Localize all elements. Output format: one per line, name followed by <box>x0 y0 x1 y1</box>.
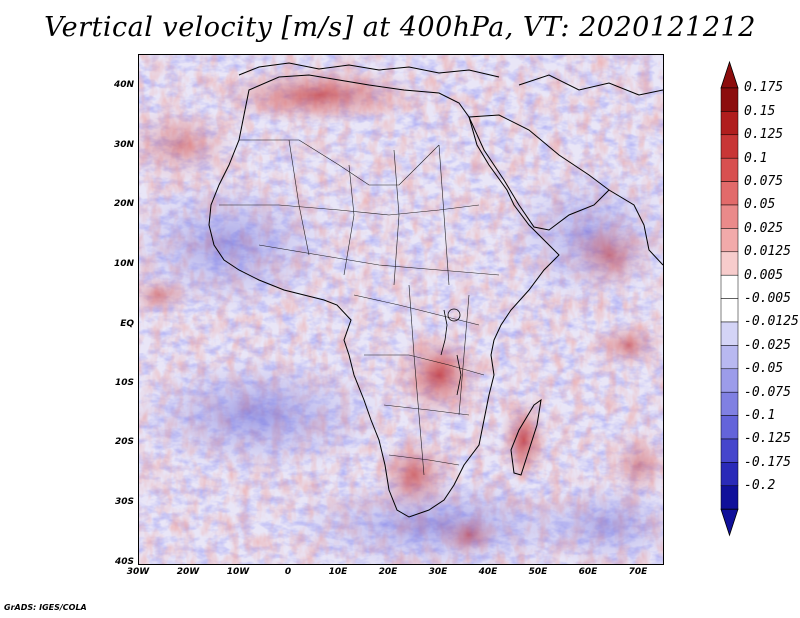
colorbar-tick-label: -0.05 <box>744 361 784 377</box>
velocity-field <box>139 55 663 564</box>
colorbar-tick-label: -0.025 <box>744 337 791 353</box>
colorbar-tick-label: 0.05 <box>744 197 776 213</box>
colorbar <box>720 60 739 537</box>
colorbar-swatch <box>720 204 739 229</box>
lat-label: EQ <box>120 319 134 329</box>
colorbar-swatch <box>720 485 739 510</box>
colorbar-swatch <box>720 157 739 182</box>
colorbar-swatch <box>720 391 739 416</box>
colorbar-tick-label: -0.175 <box>744 454 791 470</box>
colorbar-swatch <box>720 321 739 346</box>
lon-label: 30E <box>428 567 448 577</box>
colorbar-swatch <box>720 438 739 463</box>
lon-label: 0 <box>284 567 292 577</box>
colorbar-arrow-top <box>720 60 739 89</box>
lat-label: 10N <box>113 259 134 269</box>
colorbar-tick-label: 0.075 <box>744 174 784 189</box>
colorbar-swatch <box>720 345 739 370</box>
lat-label: 30N <box>113 140 134 150</box>
lon-label: 40E <box>478 567 498 577</box>
lon-label: 20W <box>176 567 200 577</box>
colorbar-swatch <box>720 251 739 276</box>
colorbar-swatch <box>720 462 739 487</box>
lon-label: 10E <box>328 567 348 577</box>
lat-label: 40N <box>113 80 134 90</box>
colorbar-tick-label: 0.0125 <box>744 244 791 260</box>
country-borders <box>219 139 500 476</box>
lon-label: 50E <box>528 567 548 577</box>
colorbar-swatch <box>720 228 739 253</box>
colorbar-swatch <box>720 298 739 323</box>
colorbar-tick-label: 0.1 <box>744 150 768 166</box>
colorbar-swatch <box>720 274 739 299</box>
colorbar-tick-label: 0.025 <box>744 220 784 236</box>
lat-label: 10S <box>114 378 134 388</box>
lon-label: 30W <box>126 567 150 577</box>
colorbar-tick-label: -0.125 <box>744 431 791 447</box>
lat-label: 20N <box>113 199 134 209</box>
colorbar-tick-label: 0.175 <box>744 80 784 96</box>
colorbar-tick-label: -0.2 <box>744 478 776 494</box>
colorbar-tick-label: -0.1 <box>744 408 776 423</box>
colorbar-swatch <box>720 368 739 393</box>
lon-label: 10W <box>226 567 250 577</box>
colorbar-tick-label: -0.075 <box>744 384 791 400</box>
colorbar-swatch <box>720 134 739 159</box>
colorbar-swatch <box>720 87 739 112</box>
lon-label: 20E <box>378 567 398 577</box>
colorbar-tick-label: -0.005 <box>744 291 791 306</box>
colorbar-tick-label: 0.005 <box>744 267 784 283</box>
lat-label: 30S <box>114 497 134 507</box>
lat-label: 40S <box>114 557 134 567</box>
footer-credit: GrADS: IGES/COLA <box>4 603 87 612</box>
colorbar-swatch <box>720 111 739 136</box>
lon-label: 70E <box>628 567 648 577</box>
colorbar-tick-label: -0.0125 <box>744 314 799 330</box>
chart-title: Vertical velocity [m/s] at 400hPa, VT: 2… <box>44 12 756 43</box>
colorbar-tick-label: 0.15 <box>744 103 776 119</box>
colorbar-swatch <box>720 415 739 440</box>
coastlines <box>208 62 663 518</box>
colorbar-tick-label: 0.125 <box>744 127 784 143</box>
colorbar-swatch <box>720 181 739 206</box>
lat-label: 20S <box>114 437 134 447</box>
colorbar-arrow-bottom <box>720 508 739 537</box>
map-panel <box>138 54 664 565</box>
lon-label: 60E <box>578 567 598 577</box>
